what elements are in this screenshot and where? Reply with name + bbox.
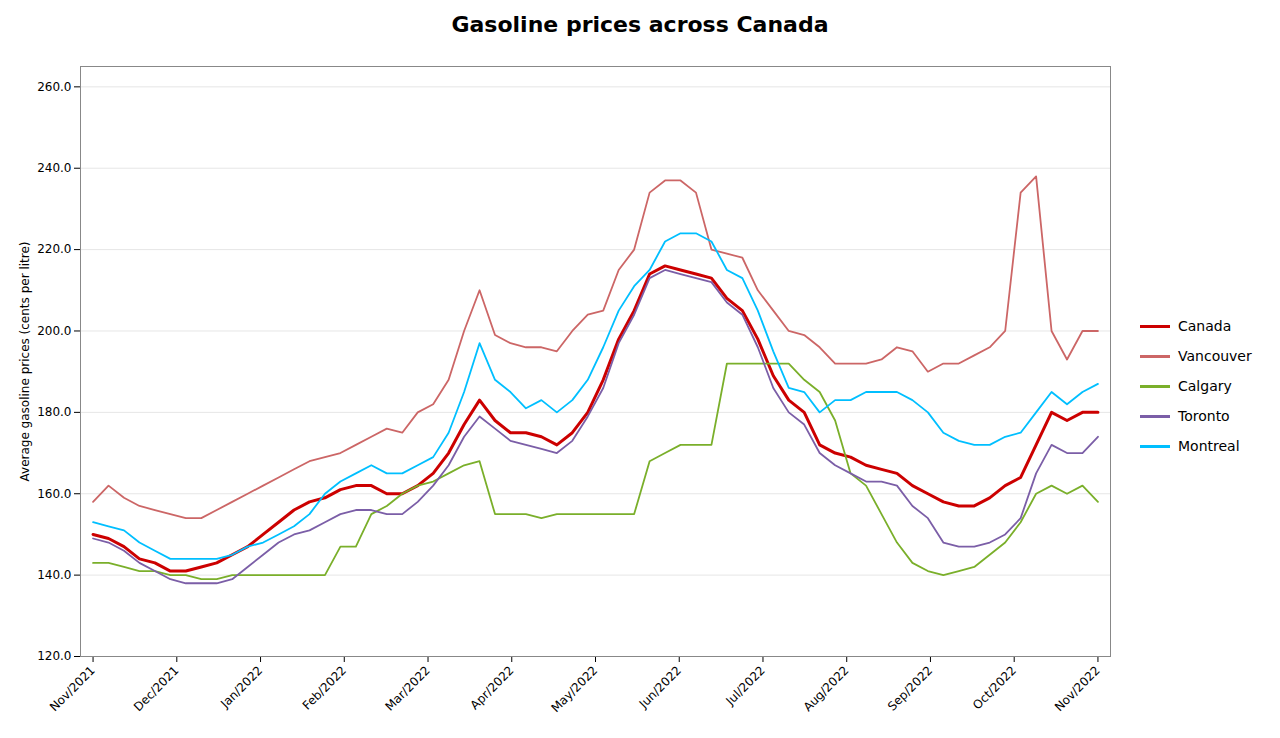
svg-text:Oct/2022: Oct/2022 <box>970 663 1019 712</box>
svg-text:200.0: 200.0 <box>37 324 71 338</box>
svg-text:Jun/2022: Jun/2022 <box>636 663 684 711</box>
html-text:Toronto: Toronto <box>1178 408 1230 424</box>
svg-text:Apr/2022: Apr/2022 <box>468 663 517 712</box>
svg-text:240.0: 240.0 <box>37 161 71 175</box>
svg-text:Aug/2022: Aug/2022 <box>801 663 852 714</box>
svg-text:160.0: 160.0 <box>37 487 71 501</box>
svg-text:May/2022: May/2022 <box>548 663 600 715</box>
svg-text:Feb/2022: Feb/2022 <box>300 663 349 712</box>
html-text:Calgary: Calgary <box>1178 378 1232 394</box>
svg-text:Jan/2022: Jan/2022 <box>217 663 265 711</box>
svg-text:Nov/2021: Nov/2021 <box>47 663 98 714</box>
svg-text:220.0: 220.0 <box>37 242 71 256</box>
svg-text:260.0: 260.0 <box>37 80 71 94</box>
svg-text:Dec/2021: Dec/2021 <box>131 663 182 714</box>
svg-text:180.0: 180.0 <box>37 405 71 419</box>
svg-text:120.0: 120.0 <box>37 649 71 663</box>
svg-text:Average gasoline prices (cents: Average gasoline prices (cents per litre… <box>18 242 32 482</box>
html-text:Vancouver: Vancouver <box>1178 348 1252 364</box>
svg-text:Mar/2022: Mar/2022 <box>382 663 432 713</box>
svg-text:Jul/2022: Jul/2022 <box>723 663 768 708</box>
svg-text:140.0: 140.0 <box>37 568 71 582</box>
html-text:Gasoline prices across Canada: Gasoline prices across Canada <box>451 12 829 37</box>
svg-text:Nov/2022: Nov/2022 <box>1052 663 1103 714</box>
svg-text:Sep/2022: Sep/2022 <box>885 663 935 713</box>
html-text:Montreal: Montreal <box>1178 438 1240 454</box>
html-text:Canada: Canada <box>1178 318 1232 334</box>
